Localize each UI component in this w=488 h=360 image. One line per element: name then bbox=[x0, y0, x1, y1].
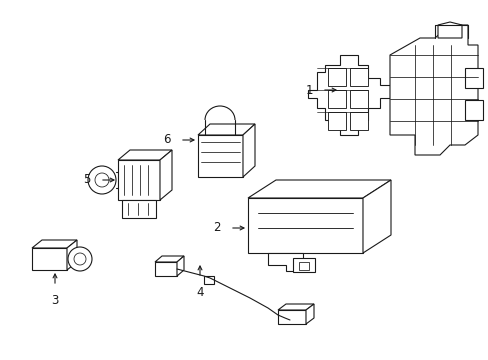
Polygon shape bbox=[118, 150, 172, 160]
Polygon shape bbox=[198, 124, 254, 135]
Circle shape bbox=[95, 173, 109, 187]
Polygon shape bbox=[67, 240, 77, 270]
Text: 3: 3 bbox=[51, 294, 59, 307]
Bar bbox=[349, 68, 367, 86]
Polygon shape bbox=[362, 180, 390, 253]
Polygon shape bbox=[243, 124, 254, 177]
Text: 5: 5 bbox=[83, 174, 91, 186]
Bar bbox=[203, 276, 214, 284]
Bar bbox=[247, 198, 362, 253]
Bar bbox=[32, 248, 67, 270]
Circle shape bbox=[68, 247, 92, 271]
Bar bbox=[278, 310, 305, 324]
Polygon shape bbox=[437, 22, 461, 38]
Bar bbox=[198, 135, 243, 177]
Polygon shape bbox=[305, 304, 313, 324]
Polygon shape bbox=[267, 253, 303, 271]
Text: 6: 6 bbox=[163, 134, 171, 147]
Bar bbox=[349, 112, 367, 130]
Bar bbox=[327, 68, 346, 86]
Bar bbox=[118, 160, 160, 200]
Circle shape bbox=[74, 253, 86, 265]
Bar bbox=[155, 262, 177, 276]
Text: 4: 4 bbox=[196, 286, 203, 299]
Polygon shape bbox=[155, 256, 183, 262]
Polygon shape bbox=[389, 25, 477, 155]
Bar bbox=[349, 90, 367, 108]
Text: 2: 2 bbox=[213, 221, 221, 234]
Polygon shape bbox=[160, 150, 172, 200]
Bar bbox=[464, 100, 482, 120]
Polygon shape bbox=[278, 304, 313, 310]
Bar bbox=[327, 112, 346, 130]
Polygon shape bbox=[307, 55, 389, 135]
Bar bbox=[298, 262, 308, 270]
Polygon shape bbox=[32, 240, 77, 248]
Bar bbox=[122, 200, 156, 218]
Circle shape bbox=[88, 166, 116, 194]
Bar bbox=[327, 90, 346, 108]
Bar bbox=[464, 68, 482, 88]
Text: 1: 1 bbox=[305, 84, 312, 96]
Polygon shape bbox=[177, 256, 183, 276]
Bar bbox=[292, 258, 314, 272]
Polygon shape bbox=[247, 180, 390, 198]
